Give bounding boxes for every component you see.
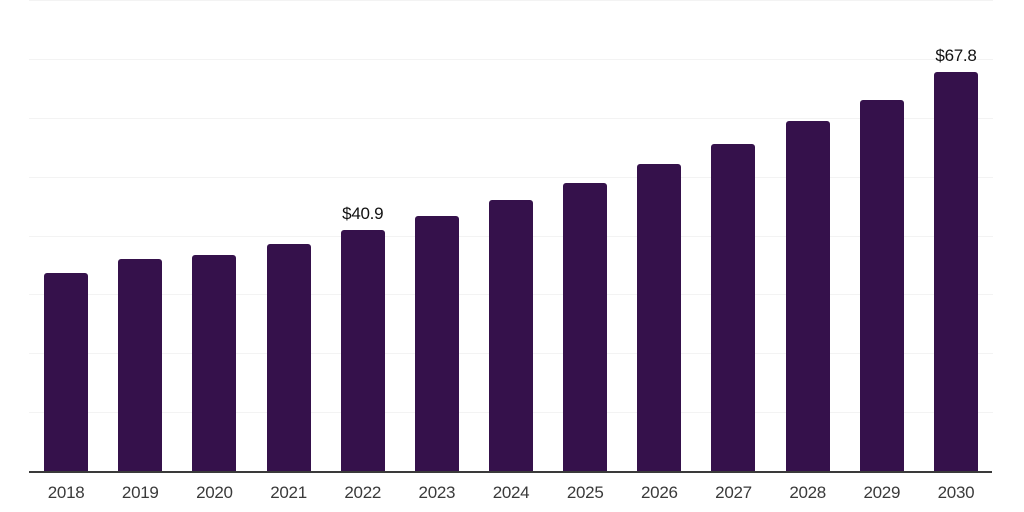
bar-slot-2029: [845, 0, 919, 471]
x-tick-label-2024: 2024: [492, 483, 530, 502]
bar-slot-2025: [548, 0, 622, 471]
bar-2019: [118, 259, 163, 471]
x-tick-label-2022: 2022: [344, 483, 382, 502]
bar-value-label-2030: $67.8: [935, 45, 977, 65]
bar-2020: [192, 254, 237, 471]
x-tick-label-2021: 2021: [270, 483, 307, 502]
x-tick-label-2018: 2018: [47, 483, 85, 502]
x-tick-label-2028: 2028: [789, 483, 826, 502]
x-tick-label-2019: 2019: [121, 483, 159, 502]
x-tick-label-2030: 2030: [937, 483, 975, 502]
bar-slot-2030: $67.8: [919, 0, 993, 471]
bar-2024: [489, 199, 534, 471]
bar-2026: [637, 163, 682, 471]
gridline-60: [29, 117, 993, 119]
x-tick-label-2027: 2027: [715, 483, 752, 502]
bar-slot-2018: [29, 0, 103, 471]
gridline-70: [29, 58, 993, 60]
bar-2030: [933, 71, 978, 471]
bar-2029: [859, 99, 904, 471]
bars-layer: $40.9 $67.8: [29, 0, 993, 471]
x-tick-label-2020: 2020: [196, 483, 233, 502]
bar-slot-2022: $40.9: [326, 0, 400, 471]
bar-slot-2023: [400, 0, 474, 471]
bar-value-label-2022: $40.9: [342, 204, 384, 224]
bar-slot-2027: [696, 0, 770, 471]
bar-2025: [563, 183, 608, 471]
x-tick-label-2023: 2023: [418, 483, 456, 502]
x-axis-line: [29, 471, 992, 473]
bar-slot-2026: [622, 0, 696, 471]
bar-2021: [266, 243, 311, 471]
bar-2027: [711, 143, 756, 471]
bar-2022: [340, 230, 385, 471]
gridline-50: [29, 176, 993, 178]
bar-slot-2021: [251, 0, 325, 471]
bar-2023: [414, 216, 459, 471]
x-tick-label-2029: 2029: [863, 483, 901, 502]
bar-slot-2028: [771, 0, 845, 471]
x-axis-labels: 2018 2019 2020 2021 2022 2023 2024 2025 2026 2027…: [29, 482, 993, 504]
bar-2028: [785, 121, 830, 471]
x-tick-label-2026: 2026: [641, 483, 678, 502]
bar-slot-2020: [177, 0, 251, 471]
plot-area: $40.9 $67.8: [29, 0, 993, 473]
x-tick-label-2025: 2025: [566, 483, 604, 502]
bar-slot-2024: [474, 0, 548, 471]
bar-2018: [44, 272, 89, 471]
bar-slot-2019: [103, 0, 177, 471]
gridline-80: [29, 0, 993, 1]
